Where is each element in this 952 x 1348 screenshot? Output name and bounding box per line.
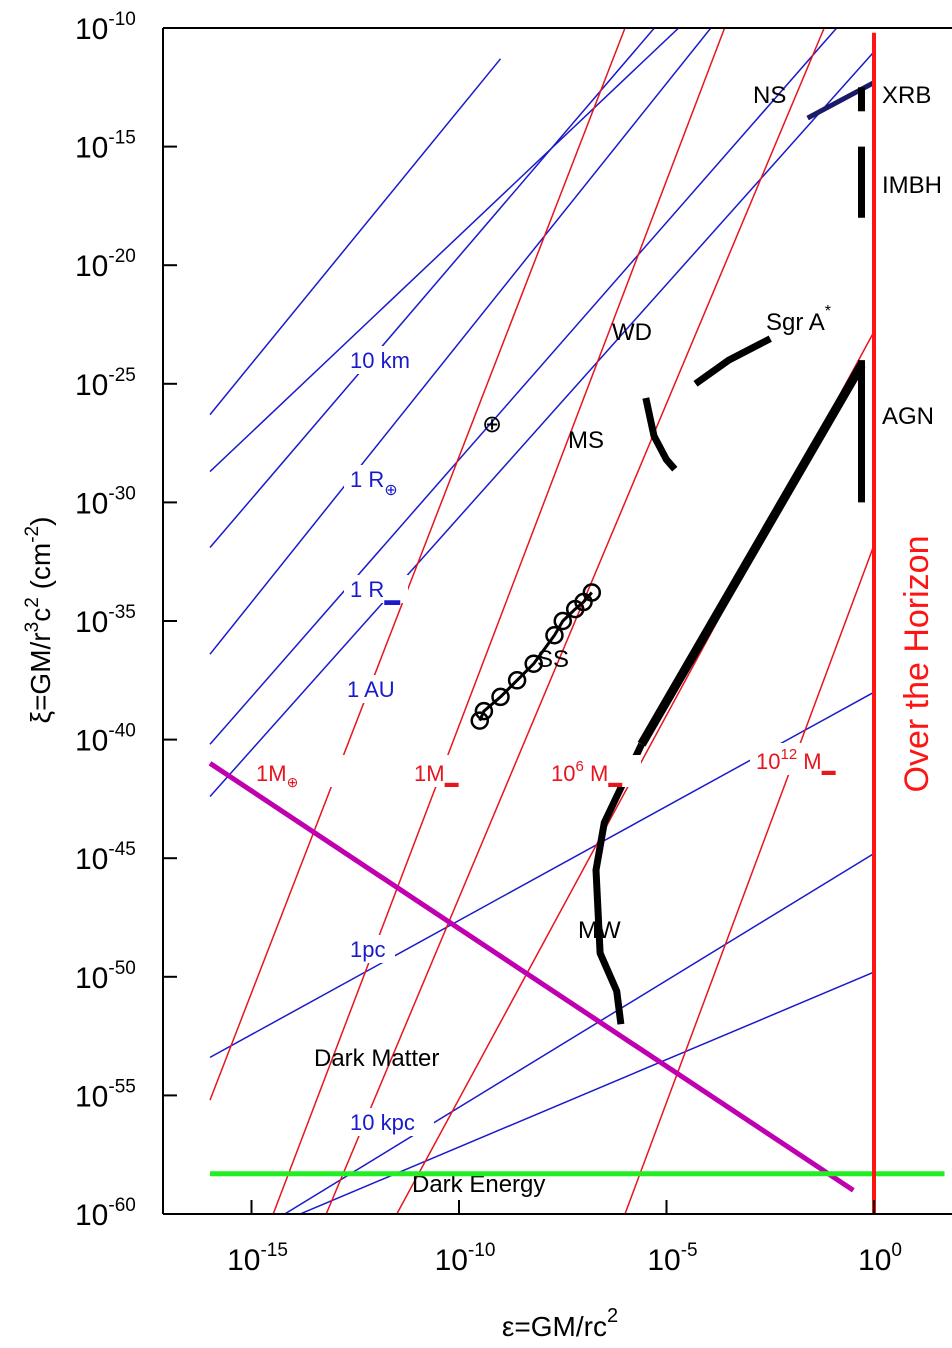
- label-wd: WD: [612, 319, 652, 346]
- mass-line: [624, 544, 875, 1214]
- ss-point-marker: [491, 687, 510, 707]
- label-imbh: IMBH: [882, 172, 942, 199]
- series-ms: [642, 397, 678, 472]
- x-tick-label: 10-10: [435, 1240, 496, 1277]
- radius-label: 1 AU: [347, 677, 395, 702]
- y-tick-label: 10-30: [75, 483, 136, 520]
- label-backdrop: [545, 755, 641, 787]
- y-tick-label: 10-20: [75, 246, 136, 283]
- radius-label: 10 kpc: [350, 1110, 415, 1135]
- label-ns: NS: [753, 82, 786, 109]
- x-tick-label: 10-5: [647, 1240, 697, 1277]
- y-tick-label: 10-40: [75, 721, 136, 758]
- label-ss: SS: [537, 646, 569, 673]
- label-ms: MS: [568, 427, 604, 454]
- y-tick-label: 10-10: [75, 9, 136, 46]
- ss-point-marker: [474, 701, 494, 721]
- ss-point-marker: [545, 625, 564, 645]
- ss-point-marker: [507, 671, 527, 690]
- radius-line: [209, 28, 656, 548]
- radius-label: 1pc: [350, 937, 385, 962]
- y-tick-label: 10-15: [75, 128, 136, 165]
- radius-line: [284, 852, 875, 1214]
- label-over-the-horizon: Over the Horizon: [898, 536, 936, 793]
- label-backdrop: [344, 575, 408, 603]
- mass-label: 1M▬: [414, 761, 459, 790]
- series-wd: [693, 335, 772, 387]
- x-tick-label: 10-15: [227, 1240, 288, 1277]
- label-backdrop: [341, 675, 405, 703]
- mass-line: [272, 28, 726, 1214]
- series-ss: [478, 591, 593, 722]
- series-mw: [592, 742, 645, 1025]
- label-backdrop: [344, 346, 421, 374]
- radius-line: [209, 28, 838, 745]
- y-tick-label: 10-45: [75, 839, 136, 876]
- radius-line: [209, 28, 712, 655]
- radius-label: 10 km: [350, 348, 410, 373]
- radius-line: [209, 51, 875, 797]
- label-backdrop: [344, 1108, 434, 1136]
- ss-point-marker: [470, 711, 489, 730]
- y-tick-label: 10-55: [75, 1076, 136, 1113]
- x-tick-label: 100: [858, 1240, 902, 1277]
- label-mw: MW: [578, 917, 621, 944]
- label-xrb: XRB: [882, 82, 931, 109]
- x-axis-title: ε=GM/rc2: [502, 1305, 618, 1342]
- label-backdrop: [408, 755, 504, 787]
- radius-line: [298, 971, 875, 1214]
- earth-symbol: ⊕: [482, 411, 502, 438]
- radius-line: [209, 58, 502, 416]
- label-dark-matter: Dark Matter: [314, 1045, 439, 1072]
- series-dark-matter: [208, 761, 855, 1193]
- mass-line: [209, 28, 626, 1101]
- y-axis-title: ξ=GM/r3c2 (cm-2): [22, 517, 56, 724]
- radius-line: [209, 28, 680, 473]
- label-backdrop: [750, 743, 846, 775]
- ss-point-marker: [582, 583, 602, 602]
- y-tick-label: 10-60: [75, 1195, 136, 1232]
- y-tick-label: 10-35: [75, 602, 136, 639]
- label-sgr-a: Sgr A*: [766, 303, 831, 336]
- mass-line: [325, 28, 825, 1214]
- y-tick-label: 10-25: [75, 365, 136, 402]
- ss-point-marker: [553, 611, 572, 631]
- ss-point-marker: [524, 654, 543, 673]
- y-tick-label: 10-50: [75, 958, 136, 995]
- label-backdrop: [344, 935, 395, 963]
- label-agn: AGN: [882, 403, 934, 430]
- series-sgr-a: [637, 362, 866, 747]
- label-backdrop: [250, 755, 346, 787]
- label-backdrop: [344, 465, 408, 493]
